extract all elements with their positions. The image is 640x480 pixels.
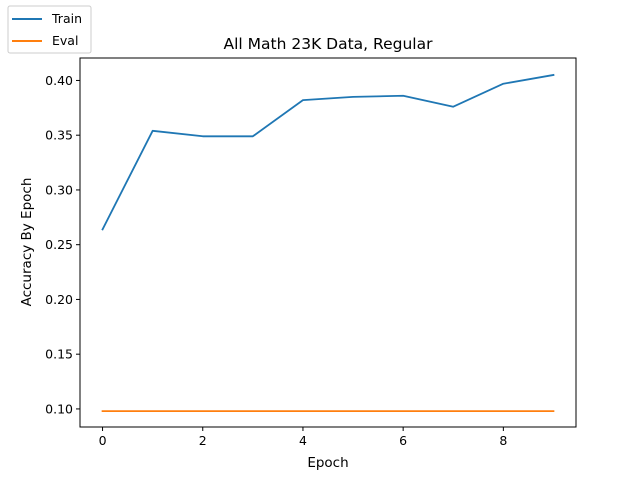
y-tick-label: 0.35: [45, 128, 73, 143]
series-line-train: [101, 73, 555, 231]
x-tick-label: 0: [99, 433, 107, 448]
x-axis-ticks: 0 2 4 6 8: [99, 427, 507, 448]
x-tick-label: 4: [299, 433, 307, 448]
x-tick-label: 2: [199, 433, 207, 448]
x-axis-label: Epoch: [307, 455, 348, 471]
y-axis-ticks: 0.10 0.15 0.20 0.25 0.30 0.35 0.40: [45, 73, 80, 416]
chart-title: All Math 23K Data, Regular: [224, 35, 434, 53]
legend-label-eval: Eval: [52, 33, 78, 48]
y-tick-label: 0.25: [45, 237, 73, 252]
plot-area-frame: [79, 57, 577, 428]
y-axis-label: Accuracy By Epoch: [19, 178, 35, 307]
legend-label-train: Train: [51, 11, 82, 26]
y-tick-label: 0.10: [45, 401, 73, 416]
x-tick-label: 6: [399, 433, 407, 448]
x-tick-label: 8: [499, 433, 507, 448]
y-tick-label: 0.30: [45, 182, 73, 197]
y-tick-label: 0.15: [45, 347, 73, 362]
series-layer: [101, 73, 555, 413]
y-tick-label: 0.20: [45, 292, 73, 307]
legend: Train Eval: [7, 5, 92, 54]
y-tick-label: 0.40: [45, 73, 73, 88]
